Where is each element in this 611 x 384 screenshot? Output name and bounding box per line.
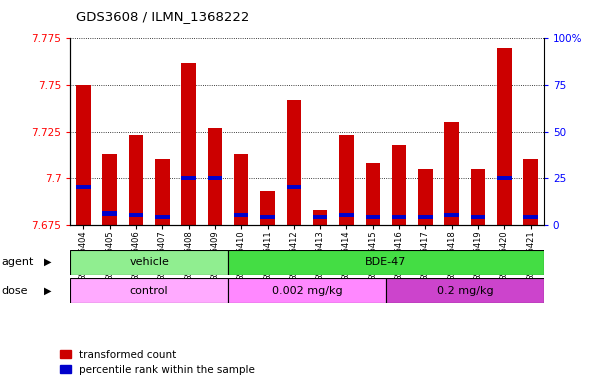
Text: GDS3608 / ILMN_1368222: GDS3608 / ILMN_1368222 — [76, 10, 250, 23]
Text: agent: agent — [1, 257, 34, 267]
Bar — [392, 144, 406, 225]
Bar — [418, 215, 433, 219]
Bar — [76, 185, 90, 189]
Bar — [287, 185, 301, 189]
Bar — [129, 213, 143, 217]
Bar — [339, 213, 354, 217]
Bar — [287, 100, 301, 225]
Bar — [313, 210, 327, 225]
Text: BDE-47: BDE-47 — [365, 257, 407, 267]
Bar — [260, 215, 275, 219]
Text: 0.002 mg/kg: 0.002 mg/kg — [272, 286, 342, 296]
Text: vehicle: vehicle — [130, 257, 169, 267]
Bar — [392, 215, 406, 219]
Bar — [129, 135, 143, 225]
Bar — [155, 159, 170, 225]
Bar — [365, 215, 380, 219]
Bar — [208, 176, 222, 180]
Bar — [444, 122, 459, 225]
Bar — [181, 176, 196, 180]
Text: control: control — [130, 286, 169, 296]
Text: 0.2 mg/kg: 0.2 mg/kg — [436, 286, 493, 296]
Bar — [103, 212, 117, 215]
Bar — [339, 135, 354, 225]
Bar — [234, 154, 249, 225]
Bar — [208, 128, 222, 225]
Bar — [76, 85, 90, 225]
Bar — [181, 63, 196, 225]
Text: dose: dose — [1, 286, 27, 296]
Bar — [471, 215, 485, 219]
Legend: transformed count, percentile rank within the sample: transformed count, percentile rank withi… — [60, 350, 255, 375]
Text: ▶: ▶ — [44, 286, 51, 296]
Bar — [234, 213, 249, 217]
Bar — [70, 278, 228, 303]
Bar — [471, 169, 485, 225]
Bar — [386, 278, 544, 303]
Bar — [155, 215, 170, 219]
Bar — [228, 250, 544, 275]
Bar — [418, 169, 433, 225]
Bar — [524, 159, 538, 225]
Bar — [497, 176, 511, 180]
Bar — [365, 163, 380, 225]
Text: ▶: ▶ — [44, 257, 51, 267]
Bar — [260, 191, 275, 225]
Bar — [228, 278, 386, 303]
Bar — [313, 215, 327, 219]
Bar — [497, 48, 511, 225]
Bar — [70, 250, 228, 275]
Bar — [524, 215, 538, 219]
Bar — [103, 154, 117, 225]
Bar — [444, 213, 459, 217]
